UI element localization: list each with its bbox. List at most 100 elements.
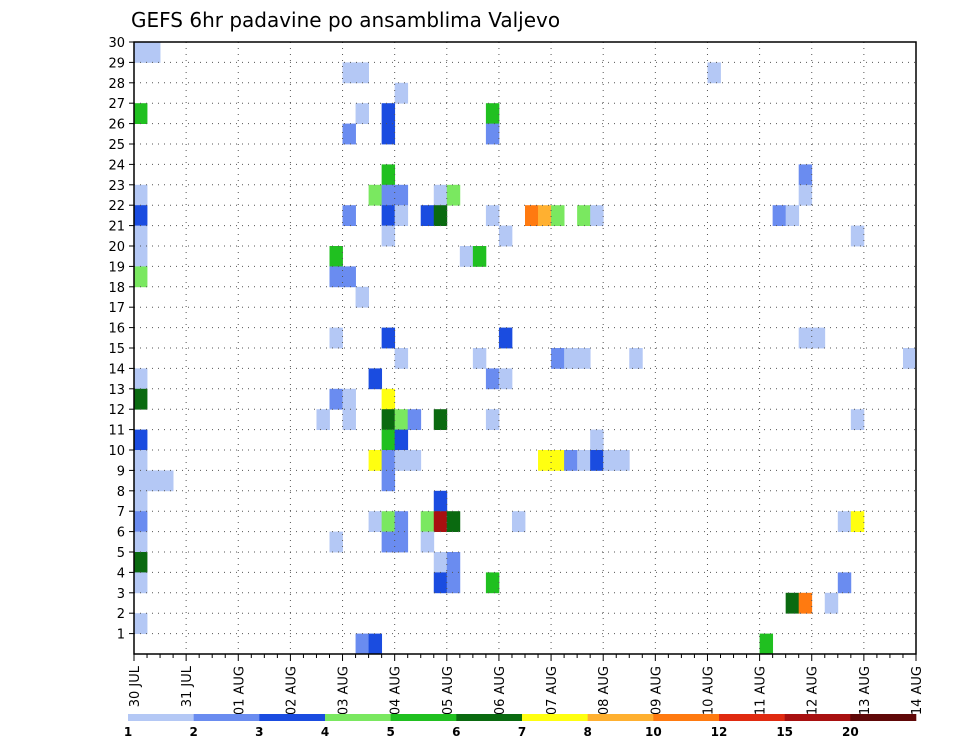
x-tick-label: 01 AUG xyxy=(232,666,247,715)
heatmap-cell xyxy=(577,348,591,369)
heatmap-cell xyxy=(902,348,917,369)
heatmap-cell xyxy=(381,429,396,451)
heatmap-cell xyxy=(134,388,148,410)
heatmap-cell xyxy=(355,62,369,84)
heatmap-cell xyxy=(433,572,448,594)
heatmap-cell xyxy=(707,62,721,84)
heatmap-cell xyxy=(420,511,435,532)
heatmap-cell xyxy=(446,184,461,206)
heatmap-cell xyxy=(394,348,409,369)
heatmap-cell xyxy=(759,633,774,655)
heatmap-cell xyxy=(329,246,343,267)
heatmap-cell xyxy=(850,225,865,247)
heatmap-cell xyxy=(850,511,865,532)
heatmap-cell xyxy=(511,511,526,532)
heatmap-cell xyxy=(485,123,500,145)
heatmap-cells xyxy=(134,42,917,655)
y-tick-label: 23 xyxy=(108,179,125,194)
heatmap-cell xyxy=(629,348,643,369)
y-axis: 1234567891011121314151617181920212223242… xyxy=(108,36,134,643)
heatmap-cell xyxy=(342,409,356,430)
heatmap-cell xyxy=(446,572,461,594)
heatmap-cell xyxy=(525,205,539,226)
x-tick-label: 06 AUG xyxy=(493,666,508,715)
heatmap-cell xyxy=(538,205,552,226)
legend-label: 2 xyxy=(189,725,197,739)
heatmap-cell xyxy=(381,225,396,247)
heatmap-cell xyxy=(785,592,800,614)
heatmap-cell xyxy=(407,409,422,430)
heatmap-cell xyxy=(407,450,422,471)
legend-swatch xyxy=(850,714,917,721)
heatmap-cell xyxy=(394,184,409,206)
y-tick-label: 8 xyxy=(117,485,125,500)
heatmap-cell xyxy=(329,266,343,288)
heatmap-cell xyxy=(381,205,396,226)
heatmap-cell xyxy=(837,511,852,532)
heatmap-cell xyxy=(616,450,630,471)
heatmap-cell xyxy=(485,409,500,430)
heatmap-cell xyxy=(134,103,148,124)
legend-label: 8 xyxy=(583,725,591,739)
heatmap-cell xyxy=(381,327,396,349)
chart-title: GEFS 6hr padavine po ansamblima Valjevo xyxy=(131,8,560,32)
y-tick-label: 6 xyxy=(117,526,125,541)
y-tick-label: 25 xyxy=(108,138,125,153)
heatmap-cell xyxy=(551,348,565,369)
y-tick-label: 2 xyxy=(117,607,125,622)
heatmap-cell xyxy=(147,470,161,492)
heatmap-cell xyxy=(394,205,409,226)
heatmap-cell xyxy=(485,368,500,390)
heatmap-cell xyxy=(446,511,461,532)
legend-label: 3 xyxy=(255,725,263,739)
color-legend: 1 2 3 4 5 6 7 8 10 12 15 20 xyxy=(124,714,917,739)
heatmap-cell xyxy=(381,103,396,124)
heatmap-cell xyxy=(850,409,865,430)
y-tick-label: 17 xyxy=(108,301,125,316)
heatmap-cell xyxy=(837,572,852,594)
legend-swatch xyxy=(522,714,588,721)
x-tick-label: 03 AUG xyxy=(337,666,352,715)
x-axis: 30 JUL 31 JUL 01 AUG 02 AUG 03 AUG 04 AUG 05 A… xyxy=(128,654,925,715)
x-tick-label: 11 AUG xyxy=(754,666,769,715)
x-tick-label: 05 AUG xyxy=(441,666,456,715)
heatmap-cell xyxy=(798,184,813,206)
heatmap-cell xyxy=(394,429,409,451)
heatmap-cell xyxy=(381,388,396,410)
y-tick-label: 20 xyxy=(108,240,125,255)
y-tick-label: 11 xyxy=(108,424,125,439)
y-tick-label: 14 xyxy=(108,362,125,377)
y-tick-label: 27 xyxy=(108,97,125,112)
heatmap-cell xyxy=(394,531,409,553)
y-tick-label: 4 xyxy=(117,566,125,581)
heatmap-cell xyxy=(134,184,148,206)
heatmap-cell xyxy=(134,490,148,512)
heatmap-cell xyxy=(811,327,826,349)
x-tick-label: 31 JUL xyxy=(180,665,195,707)
heatmap-cell xyxy=(498,327,513,349)
gridlines xyxy=(134,42,916,654)
heatmap-cell xyxy=(368,368,383,390)
heatmap-cell xyxy=(134,450,148,471)
legend-swatch xyxy=(390,714,457,721)
heatmap-cell xyxy=(134,511,148,532)
heatmap-cell xyxy=(381,184,396,206)
heatmap-cell xyxy=(329,388,343,410)
heatmap-cell xyxy=(551,450,565,471)
x-tick-label: 02 AUG xyxy=(284,666,299,715)
y-tick-label: 1 xyxy=(117,628,125,643)
heatmap-cell xyxy=(368,633,383,655)
heatmap-cell xyxy=(459,246,474,267)
heatmap-cell xyxy=(134,470,148,492)
heatmap-cell xyxy=(381,531,396,553)
heatmap-cell xyxy=(381,470,396,492)
x-tick-label: 07 AUG xyxy=(545,666,560,715)
heatmap-cell xyxy=(134,246,148,267)
heatmap-cell xyxy=(798,592,813,614)
heatmap-cell xyxy=(329,327,343,349)
heatmap-cell xyxy=(394,82,409,104)
heatmap-cell xyxy=(160,470,174,492)
heatmap-cell xyxy=(381,164,396,186)
heatmap-cell xyxy=(420,205,435,226)
